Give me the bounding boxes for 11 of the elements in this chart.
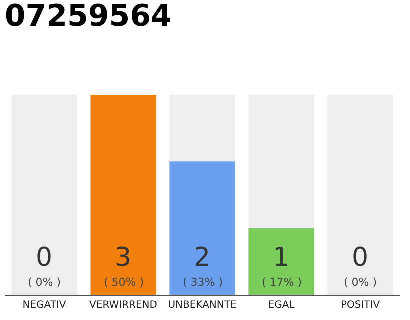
data-label: 0 ( 0% ) — [28, 243, 62, 289]
x-tick-label: POSITIV — [340, 300, 380, 311]
data-label: 0 ( 0% ) — [344, 243, 378, 289]
x-tick-label: NEGATIV — [22, 300, 66, 311]
x-tick-label: VERWIRREND — [90, 300, 158, 311]
chart-title: 07259564 — [4, 0, 172, 34]
data-label: 3 ( 50% ) — [104, 243, 144, 289]
data-label: 2 ( 33% ) — [183, 243, 224, 289]
x-tick-label: UNBEKANNTE — [168, 300, 237, 311]
data-label: 1 ( 17% ) — [262, 243, 302, 289]
x-tick-label: EGAL — [268, 300, 296, 311]
